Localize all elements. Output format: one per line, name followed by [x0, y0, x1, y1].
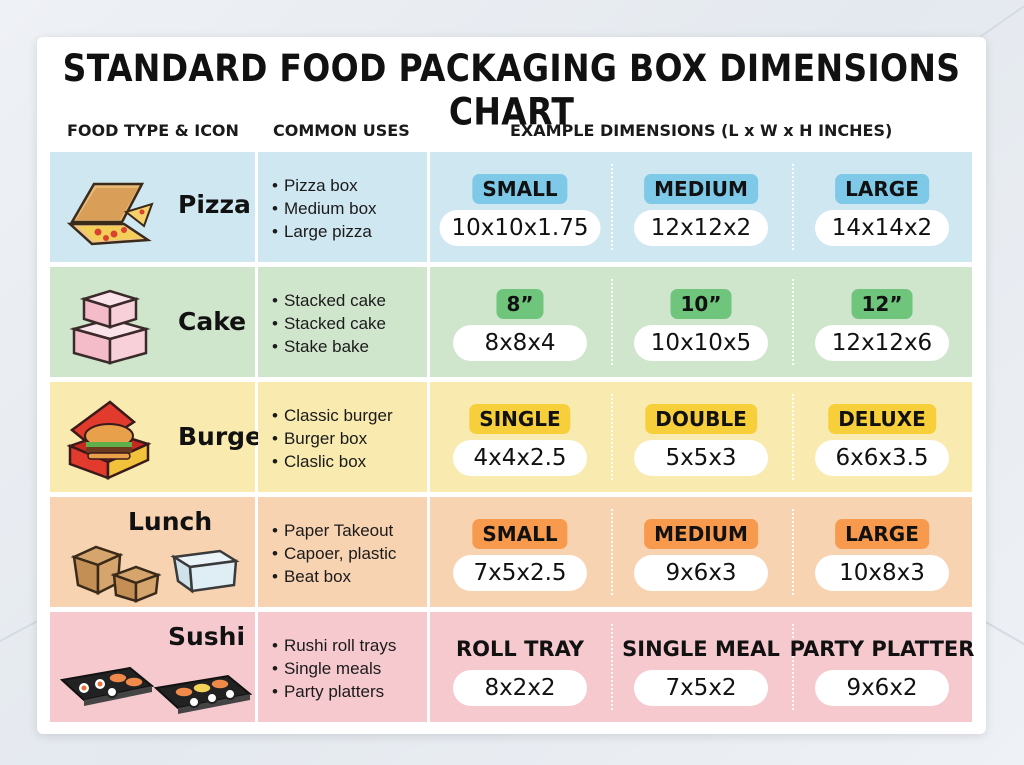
size-badge: PARTY PLATTER	[789, 637, 975, 661]
table-row: Sushi Rushi roll trays	[50, 612, 974, 722]
dimension-option: DELUXE 6x6x3.5	[792, 382, 972, 492]
list-item: Classic burger	[272, 404, 393, 427]
page-title: STANDARD FOOD PACKAGING BOX DIMENSIONS C…	[62, 46, 961, 134]
size-badge: 8”	[496, 289, 544, 319]
size-badge: SINGLE MEAL	[622, 637, 780, 661]
dimension-value: 4x4x2.5	[453, 440, 587, 476]
food-cell: Cake	[50, 267, 255, 377]
lunch-box-icon	[70, 545, 240, 603]
food-cell: Sushi	[50, 612, 255, 722]
dimension-option: SINGLE 4x4x2.5	[430, 382, 610, 492]
uses-list: Pizza box Medium box Large pizza	[272, 174, 377, 243]
uses-list: Stacked cake Stacked cake Stake bake	[272, 289, 386, 358]
list-item: Stacked cake	[272, 289, 386, 312]
size-badge: SMALL	[472, 519, 568, 549]
size-badge: ROLL TRAY	[455, 637, 585, 661]
dimension-option: 12” 12x12x6	[792, 267, 972, 377]
size-badge: 12”	[851, 289, 913, 319]
dimension-option: 10” 10x10x5	[611, 267, 791, 377]
list-item: Single meals	[272, 657, 396, 680]
list-item: Beat box	[272, 565, 396, 588]
table-row: Pizza Pizza box Medium box Large pizza S…	[50, 152, 972, 262]
dimension-option: SINGLE MEAL 7x5x2	[611, 612, 791, 722]
list-item: Paper Takeout	[272, 519, 396, 542]
uses-list: Paper Takeout Capoer, plastic Beat box	[272, 519, 396, 588]
list-item: Rushi roll trays	[272, 634, 396, 657]
dimension-value: 8x8x4	[453, 325, 587, 361]
cake-box-icon	[69, 289, 151, 365]
uses-cell: Paper Takeout Capoer, plastic Beat box	[258, 497, 427, 607]
uses-list: Rushi roll trays Single meals Party plat…	[272, 634, 396, 703]
list-item: Party platters	[272, 680, 396, 703]
sushi-tray-icon	[60, 666, 252, 714]
dimension-option: SMALL 10x10x1.75	[430, 152, 610, 262]
food-name: Cake	[178, 307, 247, 336]
dimension-option: PARTY PLATTER 9x6x2	[790, 612, 974, 722]
size-badge: MEDIUM	[644, 519, 758, 549]
dimensions-cell: SMALL 7x5x2.5 MEDIUM 9x6x3 LARGE 10x8x3	[430, 497, 972, 607]
header-common-uses: COMMON USES	[273, 121, 410, 140]
chart-card: STANDARD FOOD PACKAGING BOX DIMENSIONS C…	[37, 37, 986, 734]
food-name: Lunch	[128, 507, 213, 536]
list-item: Pizza box	[272, 174, 377, 197]
dimension-value: 9x6x2	[815, 670, 949, 706]
dimension-option: LARGE 14x14x2	[792, 152, 972, 262]
size-badge: LARGE	[835, 174, 929, 204]
dimensions-cell: 8” 8x8x4 10” 10x10x5 12” 12x12x6	[430, 267, 972, 377]
dimension-value: 10x8x3	[815, 555, 949, 591]
dimensions-cell: SMALL 10x10x1.75 MEDIUM 12x12x2 LARGE 14…	[430, 152, 972, 262]
dimension-value: 7x5x2.5	[453, 555, 587, 591]
dimension-option: DOUBLE 5x5x3	[611, 382, 791, 492]
dimension-value: 10x10x1.75	[439, 210, 601, 246]
dimension-value: 5x5x3	[634, 440, 768, 476]
dimension-option: 8” 8x8x4	[430, 267, 610, 377]
dimension-value: 6x6x3.5	[815, 440, 949, 476]
list-item: Capoer, plastic	[272, 542, 396, 565]
list-item: Burger box	[272, 427, 393, 450]
size-badge: DELUXE	[828, 404, 936, 434]
uses-cell: Pizza box Medium box Large pizza	[258, 152, 427, 262]
dimensions-cell: SINGLE 4x4x2.5 DOUBLE 5x5x3 DELUXE 6x6x3…	[430, 382, 972, 492]
dimensions-cell: ROLL TRAY 8x2x2 SINGLE MEAL 7x5x2 PARTY …	[430, 612, 974, 722]
list-item: Stake bake	[272, 335, 386, 358]
dimension-value: 8x2x2	[453, 670, 587, 706]
table-row: Cake Stacked cake Stacked cake Stake bak…	[50, 267, 972, 377]
dimension-value: 14x14x2	[815, 210, 949, 246]
dimension-value: 7x5x2	[634, 670, 768, 706]
uses-list: Classic burger Burger box Claslic box	[272, 404, 393, 473]
list-item: Claslic box	[272, 450, 393, 473]
uses-cell: Stacked cake Stacked cake Stake bake	[258, 267, 427, 377]
uses-cell: Rushi roll trays Single meals Party plat…	[258, 612, 427, 722]
dimension-value: 12x12x2	[634, 210, 768, 246]
size-badge: MEDIUM	[644, 174, 758, 204]
header-dimensions: EXAMPLE DIMENSIONS (L x W x H INCHES)	[510, 121, 893, 140]
list-item: Stacked cake	[272, 312, 386, 335]
food-cell: Lunch	[50, 497, 255, 607]
dimension-option: LARGE 10x8x3	[792, 497, 972, 607]
dimension-value: 9x6x3	[634, 555, 768, 591]
size-badge: LARGE	[835, 519, 929, 549]
table-row: Lunch Paper Takeout Capoer, plastic Beat…	[50, 497, 972, 607]
food-cell: Burger	[50, 382, 274, 492]
dimension-option: SMALL 7x5x2.5	[430, 497, 610, 607]
food-name: Pizza	[178, 190, 251, 219]
pizza-box-icon	[66, 182, 154, 246]
size-badge: SMALL	[472, 174, 568, 204]
dimension-option: MEDIUM 9x6x3	[611, 497, 791, 607]
size-badge: 10”	[670, 289, 732, 319]
food-cell: Pizza	[50, 152, 255, 262]
dimension-value: 12x12x6	[815, 325, 949, 361]
dimension-value: 10x10x5	[634, 325, 768, 361]
table-row: Burger Classic burger Burger box Claslic…	[50, 382, 972, 492]
dimension-option: MEDIUM 12x12x2	[611, 152, 791, 262]
burger-box-icon	[66, 400, 152, 480]
size-badge: DOUBLE	[645, 404, 757, 434]
dimension-option: ROLL TRAY 8x2x2	[430, 612, 610, 722]
header-food-type: FOOD TYPE & ICON	[67, 121, 239, 140]
size-badge: SINGLE	[469, 404, 571, 434]
food-name: Sushi	[168, 622, 246, 651]
list-item: Large pizza	[272, 220, 377, 243]
list-item: Medium box	[272, 197, 377, 220]
uses-cell: Classic burger Burger box Claslic box	[258, 382, 427, 492]
